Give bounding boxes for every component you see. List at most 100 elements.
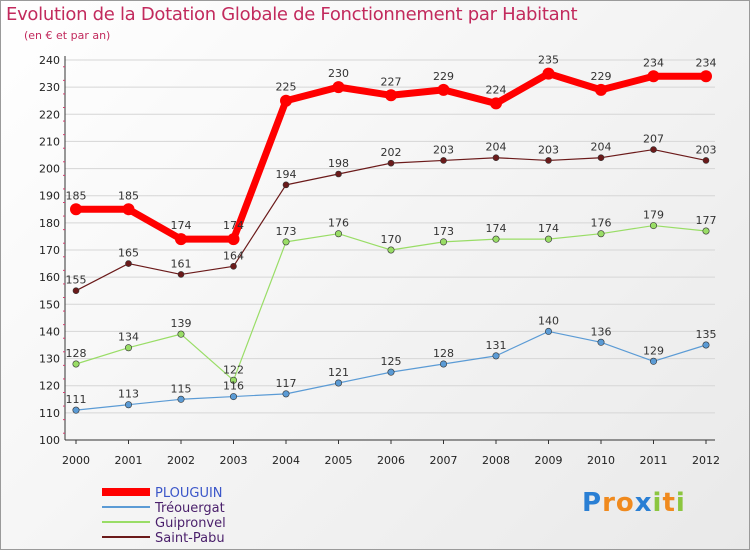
series-guipronvel: 128 134 139 122 173 176 170 173 174 174 176 179 177 bbox=[66, 209, 717, 384]
data-label: 113 bbox=[118, 388, 139, 401]
data-point bbox=[492, 352, 500, 360]
data-label: 174 bbox=[486, 222, 507, 235]
data-point bbox=[649, 222, 657, 230]
data-point bbox=[595, 83, 607, 96]
data-label: 173 bbox=[276, 225, 297, 238]
data-label: 128 bbox=[66, 347, 87, 360]
data-label: 140 bbox=[538, 314, 559, 327]
data-label: 230 bbox=[328, 67, 349, 80]
y-tick-label: 150 bbox=[39, 298, 60, 311]
data-point bbox=[230, 393, 238, 401]
data-label: 176 bbox=[328, 217, 349, 230]
data-label: 174 bbox=[223, 219, 244, 232]
y-tick-label: 230 bbox=[39, 81, 60, 94]
data-point bbox=[440, 157, 447, 164]
data-label: 235 bbox=[538, 54, 559, 67]
data-point bbox=[227, 233, 240, 246]
y-tick-label: 120 bbox=[39, 380, 60, 393]
data-label: 229 bbox=[591, 70, 612, 83]
grid-lines bbox=[65, 59, 715, 441]
data-point bbox=[702, 341, 710, 349]
y-tick-label: 110 bbox=[39, 407, 60, 420]
data-label: 135 bbox=[696, 328, 717, 341]
y-tick-label: 170 bbox=[39, 244, 60, 257]
x-tick-label: 2005 bbox=[325, 454, 353, 467]
data-point bbox=[597, 230, 605, 238]
logo-letter: x bbox=[634, 488, 653, 518]
data-point bbox=[72, 360, 80, 368]
y-tick-label: 210 bbox=[39, 135, 60, 148]
legend-label: PLOUGUIN bbox=[155, 486, 223, 501]
data-point bbox=[700, 70, 712, 83]
data-label: 136 bbox=[591, 325, 612, 338]
data-label: 117 bbox=[276, 377, 297, 390]
legend-item-saint-pabu: Saint-Pabu bbox=[102, 531, 225, 546]
legend-item-plouguin: PLOUGUIN bbox=[102, 486, 223, 501]
data-label: 229 bbox=[433, 70, 454, 83]
data-point bbox=[387, 159, 395, 167]
x-tick-label: 2010 bbox=[587, 454, 615, 467]
data-point bbox=[542, 67, 555, 80]
legend-item-guipronvel: Guipronvel bbox=[102, 516, 226, 531]
y-tick-label: 200 bbox=[39, 163, 60, 176]
y-tick-label: 100 bbox=[39, 434, 60, 447]
data-point bbox=[70, 203, 82, 216]
data-point bbox=[385, 89, 397, 102]
data-point bbox=[282, 390, 290, 398]
data-label: 170 bbox=[381, 233, 402, 246]
data-point bbox=[702, 157, 710, 164]
series-plouguin: 185 185 174 174 225 230 227 229 224 235 229 234 234 bbox=[66, 54, 717, 246]
x-tick-label: 2000 bbox=[62, 454, 90, 467]
data-label: 116 bbox=[223, 380, 244, 393]
data-label: 185 bbox=[66, 189, 87, 202]
data-label: 164 bbox=[223, 249, 244, 262]
data-point bbox=[230, 262, 237, 270]
data-label: 155 bbox=[66, 274, 87, 287]
data-point bbox=[439, 360, 447, 368]
chart-title: Evolution de la Dotation Globale de Fonc… bbox=[6, 4, 578, 25]
y-tick-label: 160 bbox=[39, 271, 60, 284]
logo-letter: i bbox=[652, 488, 663, 518]
axes bbox=[63, 56, 715, 444]
data-label: 202 bbox=[381, 146, 402, 159]
data-point bbox=[597, 338, 605, 346]
x-tick-label: 2006 bbox=[377, 454, 405, 467]
data-label: 204 bbox=[591, 141, 612, 154]
x-tick-label: 2011 bbox=[640, 454, 668, 467]
data-label: 177 bbox=[696, 214, 717, 227]
data-label: 161 bbox=[171, 257, 192, 270]
data-label: 203 bbox=[538, 143, 559, 156]
data-label: 234 bbox=[696, 56, 717, 69]
x-tick-labels: 2000 2001 2002 2003 2004 2005 2006 2007 2008 2009… bbox=[62, 454, 720, 467]
x-tick-label: 2009 bbox=[535, 454, 563, 467]
data-point bbox=[175, 233, 187, 246]
x-tick-label: 2002 bbox=[167, 454, 195, 467]
data-label: 128 bbox=[433, 347, 454, 360]
data-point bbox=[125, 344, 133, 352]
y-tick-label: 180 bbox=[39, 217, 60, 230]
data-point bbox=[72, 287, 80, 295]
data-label: 227 bbox=[381, 75, 402, 88]
x-tick-label: 2012 bbox=[692, 454, 720, 467]
data-point bbox=[230, 376, 238, 384]
data-point bbox=[125, 401, 133, 409]
proxiti-logo: Proxiti bbox=[582, 488, 686, 518]
data-label: 204 bbox=[486, 141, 507, 154]
data-label: 165 bbox=[118, 247, 139, 260]
data-label: 173 bbox=[433, 225, 454, 238]
logo-letter: P bbox=[582, 488, 603, 518]
data-point bbox=[334, 230, 342, 238]
x-tick-label: 2008 bbox=[482, 454, 510, 467]
x-tick-label: 2004 bbox=[272, 454, 300, 467]
logo-letter: t bbox=[662, 488, 676, 518]
data-label: 179 bbox=[643, 209, 664, 222]
data-point bbox=[334, 379, 342, 387]
y-tick-label: 220 bbox=[39, 108, 60, 121]
data-point bbox=[332, 81, 345, 94]
y-tick-label: 140 bbox=[39, 325, 60, 338]
data-point bbox=[492, 235, 500, 243]
legend-item-tr-ouergat: Tréouergat bbox=[102, 501, 225, 516]
data-point bbox=[177, 330, 185, 338]
data-label: 121 bbox=[328, 366, 349, 379]
